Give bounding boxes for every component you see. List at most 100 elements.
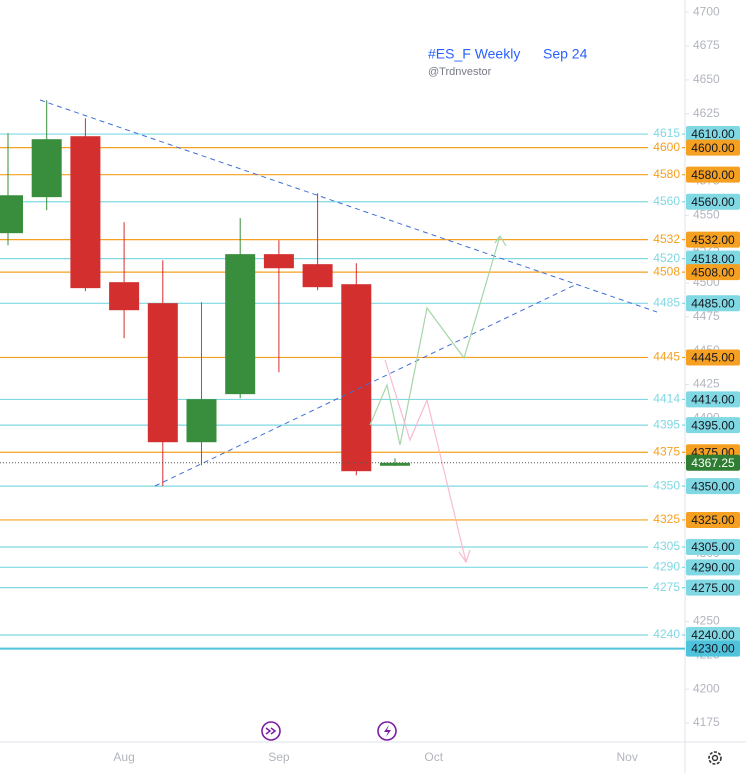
chart-title: #ES_F Weekly [428, 46, 520, 62]
level-box-label: 4485.00 [691, 296, 735, 310]
level-tag-bg [648, 479, 682, 494]
level-tag: 4580 [653, 167, 680, 181]
y-tick-label: 4175 [693, 715, 720, 729]
y-tick-label: 4625 [693, 106, 720, 120]
level-box-label: 4610.00 [691, 127, 735, 141]
level-tag: 4350 [653, 478, 680, 492]
level-box [686, 640, 740, 657]
level-tag-bg [648, 251, 682, 266]
trend-line [154, 283, 578, 487]
chart-subtitle: Sep 24 [543, 46, 588, 62]
y-tick-label: 4200 [693, 681, 720, 695]
level-box-label: 4305.00 [691, 540, 735, 554]
last-price-box [686, 454, 740, 471]
x-tick-label: Aug [113, 750, 134, 764]
level-tag-bg [648, 445, 682, 460]
author: @Trdnvestor [428, 66, 492, 78]
projection-up [369, 235, 501, 446]
level-box [686, 539, 740, 556]
level-tag: 4615 [653, 126, 680, 140]
level-box-label: 4445.00 [691, 351, 735, 365]
flash-icon[interactable] [377, 721, 397, 741]
y-tick-label: 4250 [693, 614, 720, 628]
level-tag: 4375 [653, 444, 680, 458]
level-box [686, 579, 740, 596]
level-box [686, 478, 740, 495]
level-tag-bg [648, 140, 682, 155]
level-box [686, 511, 740, 528]
level-tag: 4520 [653, 251, 680, 265]
candle-body [225, 254, 256, 395]
level-box-label: 4325.00 [691, 513, 735, 527]
candle-body [31, 139, 62, 198]
y-tick-label: 4675 [693, 38, 720, 52]
level-box [686, 250, 740, 267]
level-box-label: 4518.00 [691, 252, 735, 266]
level-box [686, 139, 740, 156]
trend-line [39, 99, 658, 313]
level-box-label: 4240.00 [691, 628, 735, 642]
projection-down [384, 359, 467, 563]
candle-body [186, 399, 217, 443]
level-box-label: 4508.00 [691, 265, 735, 279]
candle-body [380, 462, 410, 466]
level-tag: 4532 [653, 232, 680, 246]
level-tag: 4485 [653, 295, 680, 309]
candle-body [109, 282, 140, 311]
level-tag: 4290 [653, 560, 680, 574]
level-tag: 4508 [653, 264, 680, 278]
level-box-label: 4414.00 [691, 393, 735, 407]
level-box-label: 4560.00 [691, 195, 735, 209]
last-price-label: 4367.25 [691, 456, 735, 470]
level-box [686, 295, 740, 312]
x-tick-label: Nov [617, 750, 638, 764]
level-tag: 4560 [653, 194, 680, 208]
level-box-label: 4275.00 [691, 581, 735, 595]
level-box-label: 4350.00 [691, 479, 735, 493]
level-box [686, 417, 740, 434]
level-box-label: 4600.00 [691, 141, 735, 155]
level-tag-bg [648, 296, 682, 311]
level-box-label: 4230.00 [691, 642, 735, 656]
level-tag-bg [648, 167, 682, 182]
level-box [686, 231, 740, 248]
level-box [686, 264, 740, 281]
level-tag: 4275 [653, 580, 680, 594]
level-box [686, 349, 740, 366]
projection-arrow [494, 234, 507, 247]
level-tag: 4240 [653, 627, 680, 641]
level-box [686, 126, 740, 143]
settings-icon[interactable] [708, 751, 722, 765]
replay-icon[interactable] [261, 721, 281, 741]
level-tag-bg [648, 418, 682, 433]
level-tag-bg [648, 265, 682, 280]
y-tick-label: 4550 [693, 207, 720, 221]
candle-body [70, 136, 101, 289]
level-box [686, 627, 740, 644]
candle-body [302, 264, 333, 288]
level-box [686, 193, 740, 210]
candle-body [263, 254, 294, 269]
candle-body [0, 195, 23, 234]
projection-arrow [458, 549, 471, 564]
level-box-label: 4532.00 [691, 233, 735, 247]
level-tag: 4305 [653, 539, 680, 553]
level-tag: 4414 [653, 392, 680, 406]
y-tick-label: 4425 [693, 377, 720, 391]
level-tag-bg [648, 512, 682, 527]
candle-body [341, 284, 372, 472]
level-tag-bg [648, 392, 682, 407]
y-tick-label: 4650 [693, 72, 720, 86]
x-tick-label: Sep [268, 750, 290, 764]
level-tag: 4600 [653, 140, 680, 154]
level-tag-bg [648, 628, 682, 643]
x-tick-label: Oct [424, 750, 443, 764]
level-tag-bg [648, 127, 682, 142]
level-tag-bg [648, 194, 682, 209]
candles [0, 100, 410, 487]
level-box [686, 391, 740, 408]
level-tag: 4325 [653, 512, 680, 526]
